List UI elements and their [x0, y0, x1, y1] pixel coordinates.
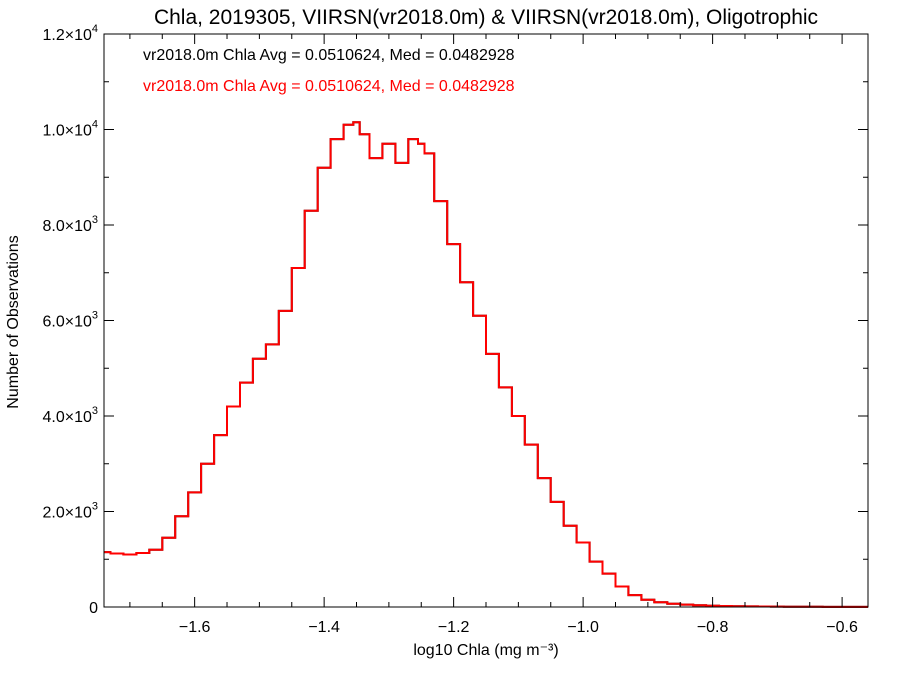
- y-axis-label: Number of Observations: [5, 235, 22, 408]
- series-line-red: [104, 121, 868, 608]
- x-tick-label: −0.8: [697, 619, 729, 636]
- y-tick-label: 0: [89, 600, 98, 617]
- y-tick-label: 6.0×103: [42, 310, 98, 331]
- y-tick-label: 8.0×103: [42, 214, 98, 235]
- y-tick-label: 1.2×104: [42, 23, 98, 44]
- x-tick-label: −0.6: [826, 619, 858, 636]
- x-tick-label: −1.6: [179, 619, 211, 636]
- y-tick-label: 4.0×103: [42, 405, 98, 426]
- stats-line-black: vr2018.0m Chla Avg = 0.0510624, Med = 0.…: [143, 47, 515, 64]
- y-tick-label: 1.0×104: [42, 119, 98, 140]
- x-tick-label: −1.2: [438, 619, 470, 636]
- series-line-black: [104, 121, 868, 608]
- stats-line-red: vr2018.0m Chla Avg = 0.0510624, Med = 0.…: [143, 78, 515, 95]
- chart-title: Chla, 2019305, VIIRSN(vr2018.0m) & VIIRS…: [154, 6, 818, 29]
- y-tick-label: 2.0×103: [42, 501, 98, 522]
- x-axis-label: log10 Chla (mg m⁻³): [413, 642, 558, 659]
- x-tick-label: −1.4: [308, 619, 340, 636]
- x-tick-label: −1.0: [567, 619, 599, 636]
